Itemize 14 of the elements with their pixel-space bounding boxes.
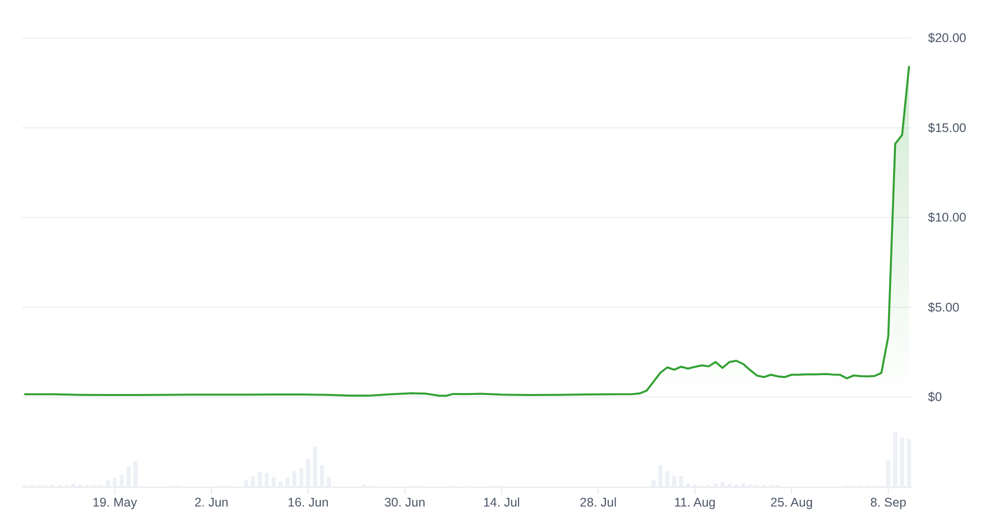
y-tick-label: $5.00 [928,300,960,314]
y-tick-label: $15.00 [928,120,966,135]
x-tick-label: 2. Jun [194,495,229,510]
x-tick-label: 30. Jun [384,495,426,510]
x-tick-label: 16. Jun [288,495,329,510]
y-tick-label: $0 [928,390,942,404]
x-tick-label: 14. Jul [483,495,520,510]
y-tick-label: $20.00 [928,31,966,45]
x-tick-label: 25. Aug [770,495,813,510]
x-tick-label: 11. Aug [674,495,716,510]
x-tick-label: 8. Sep [870,495,906,510]
x-tick-label: 19. May [92,495,138,510]
y-tick-label: $10.00 [928,210,966,224]
x-tick-label: 28. Jul [580,495,617,510]
